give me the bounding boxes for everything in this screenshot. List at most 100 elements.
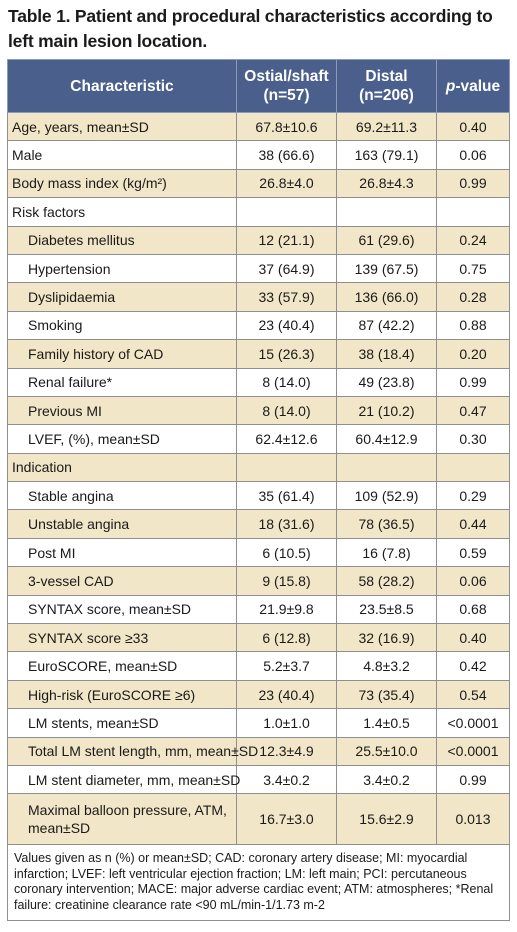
p-value: 0.28 (436, 282, 510, 312)
table-row: Total LM stent length, mm, mean±SD 12.3±4… (7, 736, 510, 766)
header-row: Characteristic Ostial/shaft (n=57) Distal… (7, 59, 510, 113)
header-distal: Distal (n=206) (336, 59, 437, 113)
ostial-value: 6 (10.5) (236, 537, 337, 568)
row-label: Unstable angina (7, 509, 237, 539)
table-row: Stable angina 35 (61.4) 109 (52.9) 0.29 (7, 481, 510, 511)
row-label: Renal failure* (7, 367, 237, 397)
row-label: Stable angina (7, 481, 237, 511)
row-label: Dyslipidaemia (7, 282, 237, 312)
p-value: 0.59 (436, 537, 510, 568)
ostial-value: 62.4±12.6 (236, 424, 337, 454)
p-value: 0.013 (436, 793, 510, 846)
distal-value: 87 (42.2) (336, 310, 437, 341)
table-row: SYNTAX score, mean±SD 21.9±9.8 23.5±8.5 0.6… (7, 594, 510, 625)
distal-value: 60.4±12.9 (336, 424, 437, 454)
row-label: Smoking (7, 310, 237, 341)
row-label: LM stents, mean±SD (7, 708, 237, 738)
distal-value: 78 (36.5) (336, 509, 437, 539)
ostial-value: 21.9±9.8 (236, 594, 337, 625)
row-label: LVEF, (%), mean±SD (7, 424, 237, 454)
row-label: Male (7, 140, 237, 170)
table-row: LM stent diameter, mm, mean±SD 3.4±0.2 3.4… (7, 764, 510, 795)
ostial-value: 18 (31.6) (236, 509, 337, 539)
p-value: 0.54 (436, 679, 510, 710)
header-distal-n: (n=206) (359, 87, 414, 104)
header-p-italic: p (445, 77, 456, 95)
p-value (436, 452, 510, 483)
table-row: Family history of CAD 15 (26.3) 38 (18.4) 0… (7, 339, 510, 369)
ostial-value (236, 452, 337, 483)
table-row: Maximal balloon pressure, ATM, mean±SD 16… (7, 793, 510, 846)
row-label: Diabetes mellitus (7, 225, 237, 255)
ostial-value: 5.2±3.7 (236, 651, 337, 681)
ostial-value: 9 (15.8) (236, 566, 337, 596)
ostial-value: 3.4±0.2 (236, 764, 337, 795)
header-ostial-label: Ostial/shaft (244, 68, 329, 85)
section-row-indication: Indication (7, 452, 510, 483)
table-row: Diabetes mellitus 12 (21.1) 61 (29.6) 0.24 (7, 225, 510, 255)
table-row: LVEF, (%), mean±SD 62.4±12.6 60.4±12.9 0.30 (7, 424, 510, 454)
table-row: Previous MI 8 (14.0) 21 (10.2) 0.47 (7, 395, 510, 426)
distal-value: 38 (18.4) (336, 339, 437, 369)
ostial-value: 35 (61.4) (236, 481, 337, 511)
p-value: 0.30 (436, 424, 510, 454)
row-label: Family history of CAD (7, 339, 237, 369)
p-value: 0.40 (436, 111, 510, 142)
p-value: 0.99 (436, 168, 510, 199)
table-row: SYNTAX score ≥33 6 (12.8) 32 (16.9) 0.40 (7, 623, 510, 653)
distal-value: 21 (10.2) (336, 395, 437, 426)
header-distal-label: Distal (365, 68, 408, 85)
distal-value: 136 (66.0) (336, 282, 437, 312)
distal-value: 26.8±4.3 (336, 168, 437, 199)
row-label: LM stent diameter, mm, mean±SD (7, 764, 240, 795)
distal-value: 16 (7.8) (336, 537, 437, 568)
table-row: Post MI 6 (10.5) 16 (7.8) 0.59 (7, 537, 510, 568)
row-label: Total LM stent length, mm, mean±SD (7, 736, 258, 766)
header-p-rest: -value (455, 77, 501, 95)
table-footnote: Values given as n (%) or mean±SD; CAD: c… (7, 844, 510, 922)
ostial-value: 6 (12.8) (236, 623, 337, 653)
p-value: 0.40 (436, 623, 510, 653)
distal-value: 69.2±11.3 (336, 111, 437, 142)
header-ostial: Ostial/shaft (n=57) (236, 59, 337, 113)
ostial-value (236, 197, 337, 227)
p-value (436, 197, 510, 227)
characteristics-table: Characteristic Ostial/shaft (n=57) Distal… (7, 59, 510, 922)
distal-value: 4.8±3.2 (336, 651, 437, 681)
distal-value: 15.6±2.9 (336, 793, 437, 846)
table-row: Body mass index (kg/m²) 26.8±4.0 26.8±4.3 0… (7, 168, 510, 199)
ostial-value: 23 (40.4) (236, 679, 337, 710)
distal-value: 58 (28.2) (336, 566, 437, 596)
header-ostial-n: (n=57) (263, 87, 310, 104)
header-characteristic: Characteristic (7, 59, 237, 113)
p-value: 0.88 (436, 310, 510, 341)
section-label: Indication (7, 452, 237, 483)
table-title: Table 1. Patient and procedural characte… (8, 6, 493, 51)
p-value: 0.47 (436, 395, 510, 426)
distal-value: 1.4±0.5 (336, 708, 437, 738)
ostial-value: 23 (40.4) (236, 310, 337, 341)
row-label: EuroSCORE, mean±SD (7, 651, 237, 681)
ostial-value: 12 (21.1) (236, 225, 337, 255)
p-value: 0.06 (436, 566, 510, 596)
ostial-value: 8 (14.0) (236, 367, 337, 397)
section-row-risk-factors: Risk factors (7, 197, 510, 227)
distal-value: 109 (52.9) (336, 481, 437, 511)
footnote-row: Values given as n (%) or mean±SD; CAD: c… (7, 844, 510, 922)
p-value: <0.0001 (436, 708, 510, 738)
row-label: Hypertension (7, 253, 237, 284)
p-value: 0.06 (436, 140, 510, 170)
table-row: High-risk (EuroSCORE ≥6) 23 (40.4) 73 (35.… (7, 679, 510, 710)
distal-value: 25.5±10.0 (336, 736, 437, 766)
row-label: Maximal balloon pressure, ATM, mean±SD (7, 793, 237, 846)
ostial-value: 16.7±3.0 (236, 793, 337, 846)
p-value: 0.75 (436, 253, 510, 284)
row-label: SYNTAX score, mean±SD (7, 594, 237, 625)
ostial-value: 33 (57.9) (236, 282, 337, 312)
table-row: LM stents, mean±SD 1.0±1.0 1.4±0.5 <0.0001 (7, 708, 510, 738)
p-value: 0.42 (436, 651, 510, 681)
table-row: EuroSCORE, mean±SD 5.2±3.7 4.8±3.2 0.42 (7, 651, 510, 681)
row-label: SYNTAX score ≥33 (7, 623, 237, 653)
table-row: Renal failure* 8 (14.0) 49 (23.8) 0.99 (7, 367, 510, 397)
p-value: 0.44 (436, 509, 510, 539)
